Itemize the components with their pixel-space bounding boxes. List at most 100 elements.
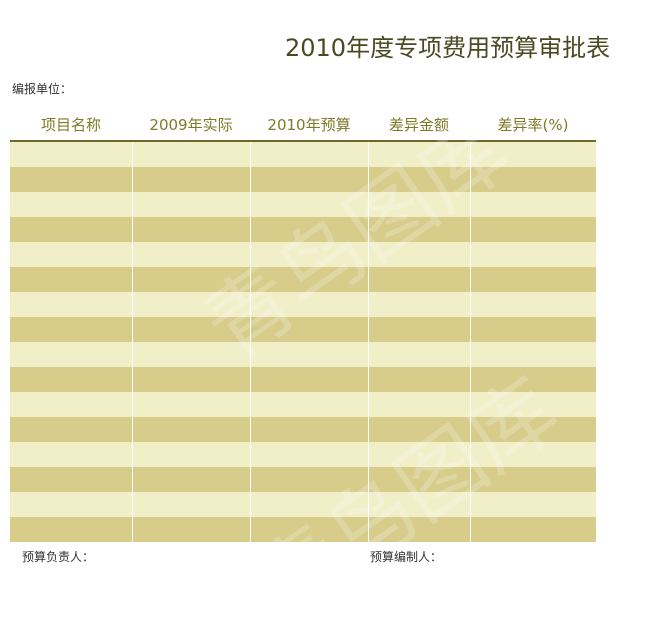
table-row	[10, 442, 596, 467]
budget-2010-cell[interactable]	[250, 517, 368, 542]
budget-2010-cell[interactable]	[250, 392, 368, 417]
project-name-cell[interactable]	[10, 367, 132, 392]
variance-rate-cell[interactable]	[470, 217, 596, 242]
actual-2009-cell[interactable]	[132, 167, 250, 192]
project-name-cell[interactable]	[10, 217, 132, 242]
budget-2010-cell[interactable]	[250, 442, 368, 467]
variance-amount-cell[interactable]	[368, 142, 470, 167]
project-name-cell[interactable]	[10, 267, 132, 292]
project-name-cell[interactable]	[10, 167, 132, 192]
variance-amount-cell[interactable]	[368, 167, 470, 192]
budget-2010-cell[interactable]	[250, 242, 368, 267]
actual-2009-cell[interactable]	[132, 317, 250, 342]
variance-rate-cell[interactable]	[470, 142, 596, 167]
actual-2009-cell[interactable]	[132, 142, 250, 167]
variance-rate-cell[interactable]	[470, 442, 596, 467]
actual-2009-cell[interactable]	[132, 517, 250, 542]
actual-2009-cell[interactable]	[132, 342, 250, 367]
actual-2009-cell[interactable]	[132, 242, 250, 267]
project-name-cell[interactable]	[10, 142, 132, 167]
budget-2010-cell[interactable]	[250, 317, 368, 342]
budget-table	[10, 142, 596, 542]
table-row	[10, 167, 596, 192]
variance-rate-cell[interactable]	[470, 467, 596, 492]
column-header-project-name: 项目名称	[40, 116, 101, 134]
variance-rate-cell[interactable]	[470, 267, 596, 292]
column-header-2009-actual: 2009年实际	[149, 116, 233, 134]
budget-2010-cell[interactable]	[250, 367, 368, 392]
table-row	[10, 517, 596, 542]
budget-2010-cell[interactable]	[250, 267, 368, 292]
variance-amount-cell[interactable]	[368, 242, 470, 267]
table-row	[10, 467, 596, 492]
project-name-cell[interactable]	[10, 242, 132, 267]
budget-2010-cell[interactable]	[250, 292, 368, 317]
budget-2010-cell[interactable]	[250, 492, 368, 517]
variance-amount-cell[interactable]	[368, 467, 470, 492]
budget-preparer-label: 预算编制人：	[370, 550, 443, 564]
project-name-cell[interactable]	[10, 342, 132, 367]
variance-rate-cell[interactable]	[470, 192, 596, 217]
variance-rate-cell[interactable]	[470, 342, 596, 367]
table-row	[10, 492, 596, 517]
variance-amount-cell[interactable]	[368, 367, 470, 392]
variance-rate-cell[interactable]	[470, 317, 596, 342]
variance-amount-cell[interactable]	[368, 442, 470, 467]
actual-2009-cell[interactable]	[132, 367, 250, 392]
project-name-cell[interactable]	[10, 392, 132, 417]
actual-2009-cell[interactable]	[132, 492, 250, 517]
table-row	[10, 392, 596, 417]
table-row	[10, 242, 596, 267]
project-name-cell[interactable]	[10, 517, 132, 542]
variance-amount-cell[interactable]	[368, 217, 470, 242]
variance-rate-cell[interactable]	[470, 417, 596, 442]
table-row	[10, 292, 596, 317]
actual-2009-cell[interactable]	[132, 217, 250, 242]
variance-rate-cell[interactable]	[470, 367, 596, 392]
actual-2009-cell[interactable]	[132, 467, 250, 492]
variance-amount-cell[interactable]	[368, 342, 470, 367]
budget-owner-label: 预算负责人：	[22, 550, 95, 564]
variance-amount-cell[interactable]	[368, 192, 470, 217]
actual-2009-cell[interactable]	[132, 192, 250, 217]
variance-amount-cell[interactable]	[368, 492, 470, 517]
project-name-cell[interactable]	[10, 192, 132, 217]
actual-2009-cell[interactable]	[132, 292, 250, 317]
variance-amount-cell[interactable]	[368, 392, 470, 417]
budget-2010-cell[interactable]	[250, 467, 368, 492]
budget-2010-cell[interactable]	[250, 417, 368, 442]
variance-rate-cell[interactable]	[470, 242, 596, 267]
project-name-cell[interactable]	[10, 442, 132, 467]
table-row	[10, 142, 596, 167]
project-name-cell[interactable]	[10, 317, 132, 342]
variance-amount-cell[interactable]	[368, 517, 470, 542]
page-title: 2010年度专项费用预算审批表	[285, 34, 611, 62]
project-name-cell[interactable]	[10, 492, 132, 517]
budget-2010-cell[interactable]	[250, 342, 368, 367]
actual-2009-cell[interactable]	[132, 392, 250, 417]
project-name-cell[interactable]	[10, 417, 132, 442]
variance-amount-cell[interactable]	[368, 292, 470, 317]
actual-2009-cell[interactable]	[132, 417, 250, 442]
reporting-unit-label: 编报单位：	[12, 82, 73, 96]
variance-rate-cell[interactable]	[470, 517, 596, 542]
actual-2009-cell[interactable]	[132, 442, 250, 467]
variance-rate-cell[interactable]	[470, 292, 596, 317]
variance-amount-cell[interactable]	[368, 417, 470, 442]
column-header-2010-budget: 2010年预算	[267, 116, 351, 134]
variance-rate-cell[interactable]	[470, 492, 596, 517]
variance-amount-cell[interactable]	[368, 267, 470, 292]
budget-2010-cell[interactable]	[250, 142, 368, 167]
budget-2010-cell[interactable]	[250, 217, 368, 242]
budget-2010-cell[interactable]	[250, 192, 368, 217]
project-name-cell[interactable]	[10, 292, 132, 317]
budget-2010-cell[interactable]	[250, 167, 368, 192]
column-header-variance-rate: 差异率(%)	[497, 116, 569, 134]
variance-rate-cell[interactable]	[470, 392, 596, 417]
variance-rate-cell[interactable]	[470, 167, 596, 192]
actual-2009-cell[interactable]	[132, 267, 250, 292]
table-row	[10, 417, 596, 442]
variance-amount-cell[interactable]	[368, 317, 470, 342]
header-rule	[10, 140, 596, 142]
project-name-cell[interactable]	[10, 467, 132, 492]
